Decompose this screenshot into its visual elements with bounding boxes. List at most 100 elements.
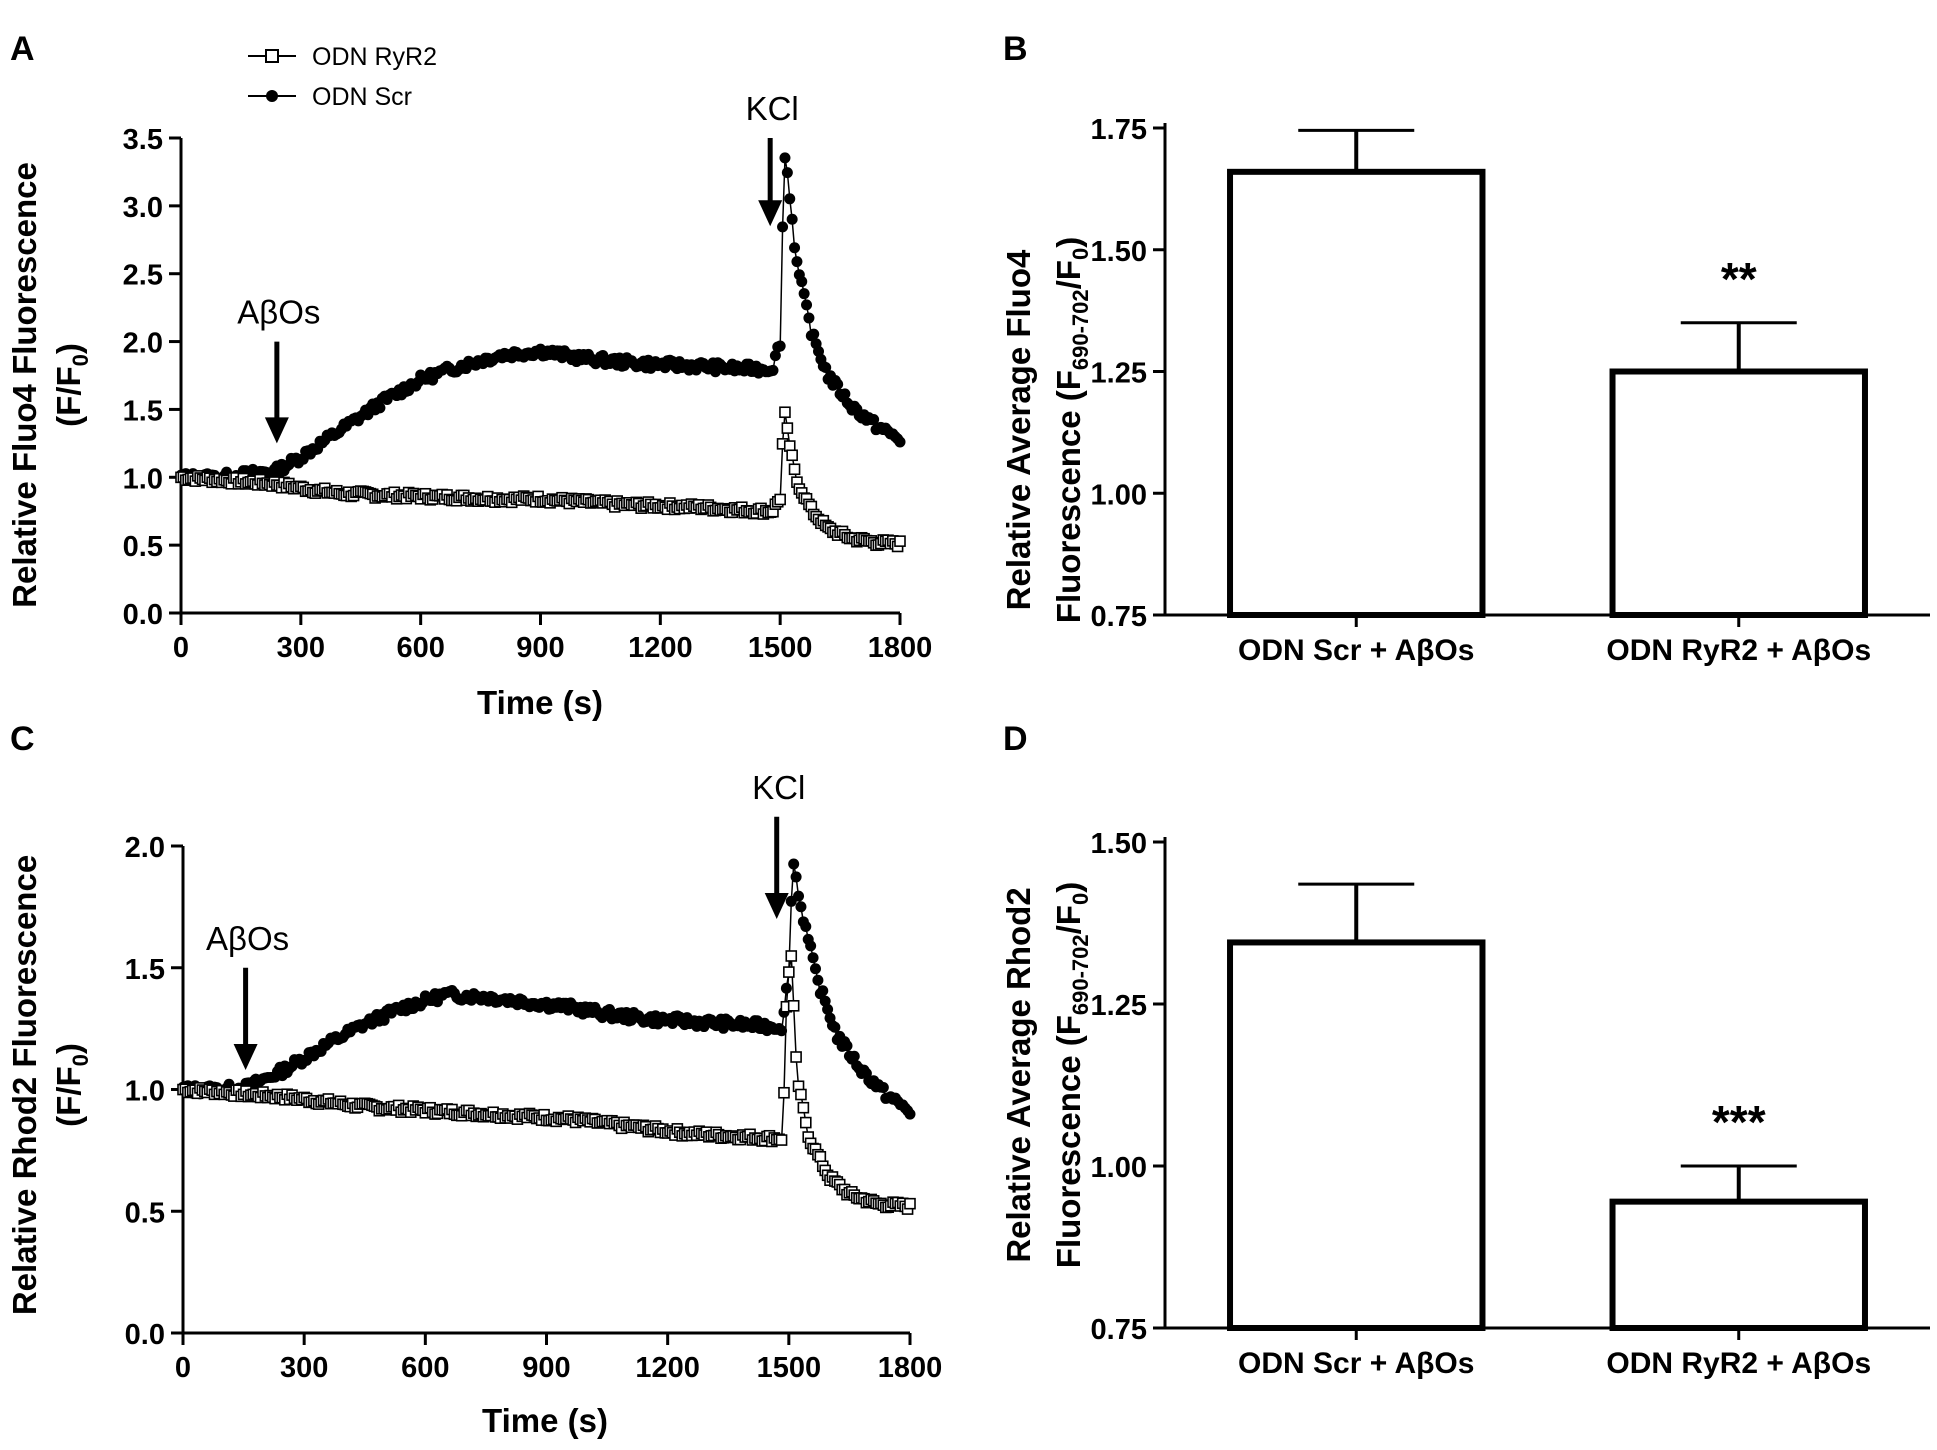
legend-label-scr: ODN Scr <box>312 83 412 111</box>
legend-marker-ryr2 <box>265 49 279 63</box>
x-tick-label: 1800 <box>868 632 933 664</box>
x-tick-label: 0 <box>175 1352 191 1384</box>
y-axis-units-sub: 0 <box>68 1054 93 1066</box>
data-point <box>812 974 824 986</box>
x-tick-label: 0 <box>173 632 189 664</box>
significance-marker: *** <box>1712 1096 1766 1148</box>
y-tick-label: 0.0 <box>125 1319 165 1351</box>
x-tick-label: 1200 <box>628 632 693 664</box>
data-point <box>798 288 810 300</box>
x-axis-label: Time (s) <box>477 684 603 721</box>
annotation-kcl: KCl <box>746 90 799 127</box>
series-odn-scr <box>177 858 916 1120</box>
x-axis-label: Time (s) <box>482 1402 608 1439</box>
data-series <box>177 858 916 1215</box>
data-point <box>904 1197 916 1210</box>
data-point <box>839 388 851 400</box>
data-point <box>374 402 386 414</box>
y-axis-units-main: (F/F <box>50 1066 87 1126</box>
data-point <box>786 449 798 462</box>
bar <box>1609 368 1868 618</box>
data-point <box>781 422 794 434</box>
x-tick-label: 900 <box>522 1352 570 1384</box>
y-tick-label: 0.75 <box>1091 601 1147 633</box>
data-point <box>809 963 821 975</box>
y-tick-label: 0.5 <box>123 531 163 563</box>
x-tick-label: 600 <box>396 632 444 664</box>
y-axis-units-main: Fluorescence (F <box>1050 370 1087 623</box>
x-tick-label: 300 <box>277 632 325 664</box>
y-axis-label-units: (F/F0) <box>50 1043 93 1127</box>
y-axis-units-sub2: 0 <box>1068 893 1093 905</box>
y-tick-label: 3.5 <box>123 124 163 156</box>
panel-d-bar-chart: 0.75 1.00 1.25 1.50 ODN Scr + AβOs ODN RyR2 +… <box>1000 828 1930 1380</box>
arrow-kcl-head <box>764 893 789 920</box>
y-tick-label: 2.5 <box>123 260 163 292</box>
annotation-abos: AβOs <box>206 920 289 957</box>
x-tick-label: 300 <box>280 1352 328 1384</box>
y-tick-label: 1.50 <box>1091 236 1147 268</box>
annotations: AβOs KCl <box>237 90 799 444</box>
data-point <box>790 871 802 883</box>
x-tick-label: 1500 <box>748 632 813 664</box>
y-axis-units-mid: /F <box>1050 905 1087 934</box>
data-point <box>829 1021 841 1033</box>
data-point <box>777 221 789 233</box>
legend: ODN RyR2 ODN Scr <box>248 43 437 111</box>
data-point <box>790 1051 802 1063</box>
y-axis-label: Relative Rhod2 Fluorescence <box>6 855 43 1315</box>
data-point <box>832 378 844 390</box>
series-odn-ryr2 <box>175 406 906 553</box>
arrow-abos-head <box>233 1044 258 1071</box>
data-point <box>800 920 812 932</box>
data-point <box>788 463 801 476</box>
bars: ** <box>1227 128 1868 619</box>
annotation-abos: AβOs <box>237 294 320 331</box>
bar <box>1227 168 1486 619</box>
y-axis-units-main: Fluorescence (F <box>1050 1015 1087 1268</box>
data-point <box>795 1088 807 1101</box>
y-axis-units-end: ) <box>1050 237 1087 248</box>
x-tick-label: 1200 <box>635 1352 700 1384</box>
y-axis-label-units: Fluorescence (F690-702/F0) <box>1050 882 1093 1268</box>
panel-b-bar-chart: 0.75 1.00 1.25 1.50 1.75 ODN Scr + AβOs ODN Ry… <box>1000 114 1930 667</box>
data-point <box>814 1150 827 1163</box>
data-point <box>775 1134 788 1146</box>
y-tick-label: 1.0 <box>123 463 163 495</box>
data-point <box>807 952 819 964</box>
y-tick-label: 1.00 <box>1091 479 1147 511</box>
data-point <box>791 256 803 268</box>
data-point <box>848 1050 860 1062</box>
y-axis-units-sub: 0 <box>68 354 93 366</box>
data-point <box>776 1025 788 1037</box>
series-odn-ryr2 <box>177 950 916 1215</box>
y-axis-units-end: ) <box>50 1043 87 1054</box>
y-tick-label: 3.0 <box>123 192 163 224</box>
y-tick-label: 0.0 <box>123 599 163 631</box>
bar-odn-ryr2: ** <box>1609 253 1868 618</box>
y-axis-label-line1: Relative Average Fluo4 <box>1000 249 1037 610</box>
annotations: AβOs KCl <box>206 769 805 1071</box>
x-tick-label: ODN Scr + AβOs <box>1238 634 1474 667</box>
data-point <box>788 858 800 870</box>
y-tick-label: 2.0 <box>125 832 165 864</box>
data-point <box>904 1108 916 1120</box>
data-point <box>769 350 781 362</box>
legend-label-ryr2: ODN RyR2 <box>312 43 437 71</box>
panel-label-c: C <box>10 720 35 758</box>
data-point <box>767 364 779 376</box>
x-tick-label: 900 <box>516 632 564 664</box>
y-axis-units-main: (F/F <box>50 366 87 426</box>
data-point <box>808 328 820 340</box>
arrow-kcl-head <box>758 200 783 227</box>
x-tick-label: 1800 <box>878 1352 943 1384</box>
bar-odn-ryr2: *** <box>1609 1096 1868 1332</box>
x-tick-label: 1500 <box>757 1352 822 1384</box>
data-point <box>841 1040 853 1052</box>
y-axis-units-sub1: 690-702 <box>1068 289 1093 370</box>
data-point <box>817 985 829 997</box>
significance-marker: ** <box>1721 253 1757 305</box>
y-tick-label: 2.0 <box>123 328 163 360</box>
bars: *** <box>1227 882 1868 1332</box>
